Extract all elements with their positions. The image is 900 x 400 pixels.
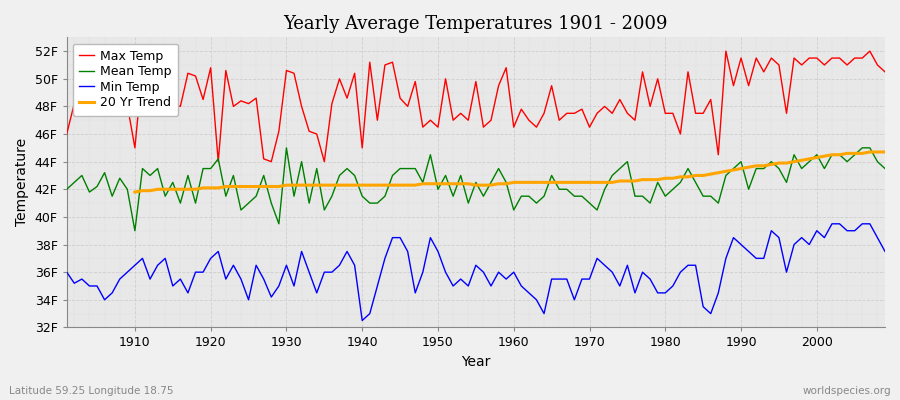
Legend: Max Temp, Mean Temp, Min Temp, 20 Yr Trend: Max Temp, Mean Temp, Min Temp, 20 Yr Tre…	[73, 44, 178, 116]
Min Temp	[289, 284, 300, 288]
Mean Temp	[122, 187, 132, 192]
Max Temp	[508, 125, 519, 130]
Line: 20 Yr Trend: 20 Yr Trend	[135, 152, 885, 192]
X-axis label: Year: Year	[461, 355, 491, 369]
Min Temp	[334, 263, 345, 268]
Text: Latitude 59.25 Longitude 18.75: Latitude 59.25 Longitude 18.75	[9, 386, 174, 396]
Max Temp	[607, 111, 617, 116]
20 Yr Trend	[819, 154, 830, 158]
Mean Temp	[130, 228, 140, 233]
Max Temp	[721, 49, 732, 54]
Mean Temp	[615, 166, 626, 171]
20 Yr Trend	[577, 180, 588, 185]
Max Temp	[61, 132, 72, 136]
20 Yr Trend	[842, 151, 852, 156]
Max Temp	[122, 103, 132, 108]
Min Temp	[516, 284, 526, 288]
Min Temp	[508, 270, 519, 274]
Min Temp	[826, 222, 837, 226]
Line: Min Temp: Min Temp	[67, 224, 885, 320]
20 Yr Trend	[130, 190, 140, 194]
Max Temp	[296, 104, 307, 109]
20 Yr Trend	[879, 150, 890, 154]
Line: Mean Temp: Mean Temp	[67, 148, 885, 231]
Max Temp	[516, 107, 526, 112]
20 Yr Trend	[304, 183, 315, 188]
Min Temp	[61, 270, 72, 274]
Mean Temp	[281, 146, 292, 150]
Min Temp	[356, 318, 367, 323]
Mean Temp	[61, 187, 72, 192]
Y-axis label: Temperature: Temperature	[15, 138, 29, 226]
20 Yr Trend	[274, 184, 284, 189]
Mean Temp	[304, 201, 315, 206]
Min Temp	[879, 249, 890, 254]
20 Yr Trend	[516, 180, 526, 185]
Max Temp	[342, 96, 353, 100]
20 Yr Trend	[864, 150, 875, 154]
Mean Temp	[879, 166, 890, 171]
Line: Max Temp: Max Temp	[67, 51, 885, 162]
Max Temp	[879, 70, 890, 74]
Min Temp	[122, 270, 132, 274]
Max Temp	[212, 159, 223, 164]
Title: Yearly Average Temperatures 1901 - 2009: Yearly Average Temperatures 1901 - 2009	[284, 15, 668, 33]
Mean Temp	[349, 173, 360, 178]
Mean Temp	[524, 194, 535, 198]
Mean Temp	[516, 194, 526, 198]
Min Temp	[607, 270, 617, 274]
Text: worldspecies.org: worldspecies.org	[803, 386, 891, 396]
